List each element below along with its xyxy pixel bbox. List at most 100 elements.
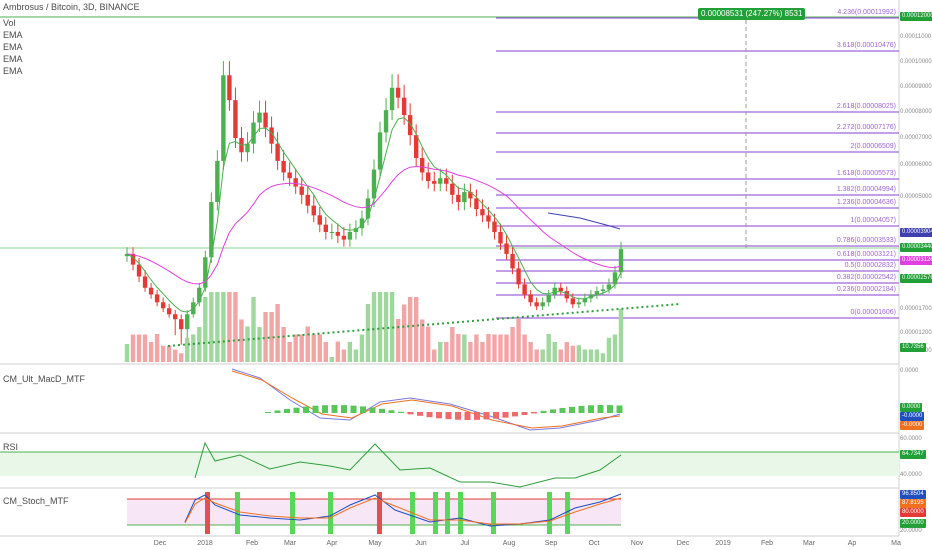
candle-body [498,231,503,244]
fib-label: 2.618(0.00008025) [836,103,896,110]
candle-body [504,243,509,254]
indicator-ema-3: EMA [3,54,23,64]
volume-bar [377,292,383,362]
price-tick: 0.00010000 [900,59,932,65]
macd-histogram-bar [569,406,575,413]
candle-body [570,298,576,305]
candle-body [371,169,377,199]
volume-bar [426,326,431,362]
candle-body [305,194,310,206]
ema-slow-line [547,212,621,230]
volume-bar [136,334,142,362]
candle-body [281,160,286,173]
volume-bar [438,342,443,362]
volume-bar [546,334,551,362]
macd-histogram-bar [274,410,281,413]
fib-label: 1.236(0.00004636) [836,199,896,206]
candle-body [203,257,208,288]
volume-bar [353,349,359,362]
candle-body [365,198,371,219]
candle-body [160,302,166,309]
macd-histogram-bar [616,405,623,413]
candle-body [197,287,202,303]
volume-bar [522,334,527,362]
volume-bar [197,327,202,362]
stoch-badge: 87.8195 [900,499,926,508]
volume-bar [323,342,329,362]
candle-body [311,205,316,216]
x-tick: Mar [283,540,297,547]
x-tick: 2018 [197,540,213,547]
volume-bar [263,312,268,362]
stoch-oversold-bar [433,492,438,534]
candle-body [546,294,551,303]
volume-bar [305,326,310,362]
rsi-band [0,452,899,476]
candle-body [269,127,274,144]
macd-badge: 0.0000 [900,403,923,412]
measure-label[interactable]: 0.00008531 (247.27%) 8531 [698,8,806,20]
candle-body [413,135,419,159]
rsi-badge: 64.7347 [900,450,926,459]
volume-bar [371,292,377,362]
volume-bar [215,292,220,362]
volume-bar [570,345,576,362]
x-tick: Jun [415,540,427,547]
volume-bar [221,292,226,362]
candle-body [474,198,479,210]
candle-body [522,284,527,295]
x-tick: Sep [544,540,558,547]
price-tick: 0.00001200 [900,330,932,336]
volume-bar [185,337,190,362]
stoch-d-line [184,497,622,525]
price-tick: 0.00005000 [900,194,932,200]
stoch-tick: 20.0000 [900,528,922,534]
price-badge: 0.00003440 [900,243,932,252]
volume-bar [480,342,485,362]
rsi-tick: 40.0000 [900,472,922,478]
macd-histogram-bar [388,410,395,413]
candle-body [486,215,491,222]
macd-histogram-bar [607,405,613,413]
macd-histogram-bar [578,405,585,413]
x-tick: Ap [847,540,857,547]
panel-label-macd: CM_Ult_MacD_MTF [3,374,86,384]
x-tick: Dec [153,540,167,547]
volume-bar [474,334,479,362]
volume-bar [552,342,557,362]
fib-label: 2.272(0.00007176) [836,124,896,131]
macd-histogram-bar [293,407,300,413]
candle-body [293,178,298,187]
x-tick: Nov [630,540,644,547]
price-badge: 0.00012000 [900,12,932,21]
indicator-vol: Vol [3,18,16,28]
candle-body [251,122,256,144]
candle-body [154,294,160,303]
macd-histogram-bar [426,412,433,418]
volume-bar [432,349,437,362]
volume-bar [124,344,130,362]
macd-histogram-bar [303,406,309,413]
volume-bar [335,341,341,362]
candle-body [534,302,539,307]
macd-histogram-bar [550,409,556,413]
macd-histogram-bar [559,408,566,413]
candle-body [594,291,600,295]
macd-histogram-bar [284,408,290,413]
fib-label: 2(0.00006509) [850,143,896,150]
volume-bar [209,292,214,362]
candle-body [227,75,232,101]
volume-bar [395,319,401,362]
stoch-overbought-bar [205,492,210,534]
price-badge: 0.00003904 [900,228,932,237]
candle-body [492,221,497,232]
candle-body [347,231,353,240]
candle-body [383,110,389,133]
macd-histogram-bar [597,405,604,413]
stoch-overbought-bar [377,492,382,534]
candle-body [185,314,190,330]
volume-bar [419,319,425,362]
candle-body [130,253,136,265]
x-tick: Aug [502,540,516,547]
volume-bar [317,334,322,362]
